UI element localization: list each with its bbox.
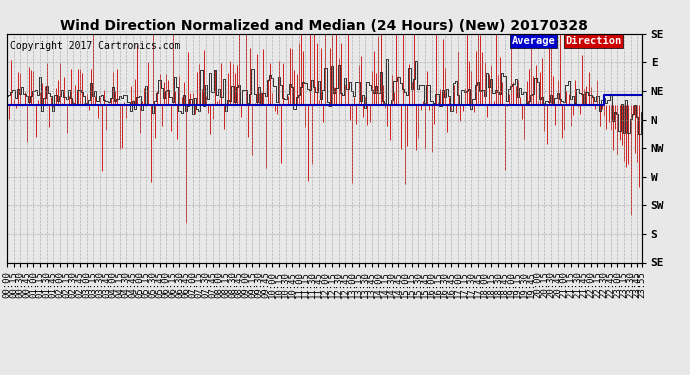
Text: Copyright 2017 Cartronics.com: Copyright 2017 Cartronics.com — [10, 40, 181, 51]
Title: Wind Direction Normalized and Median (24 Hours) (New) 20170328: Wind Direction Normalized and Median (24… — [60, 19, 589, 33]
Text: Direction: Direction — [566, 36, 622, 46]
Text: Average: Average — [511, 36, 555, 46]
